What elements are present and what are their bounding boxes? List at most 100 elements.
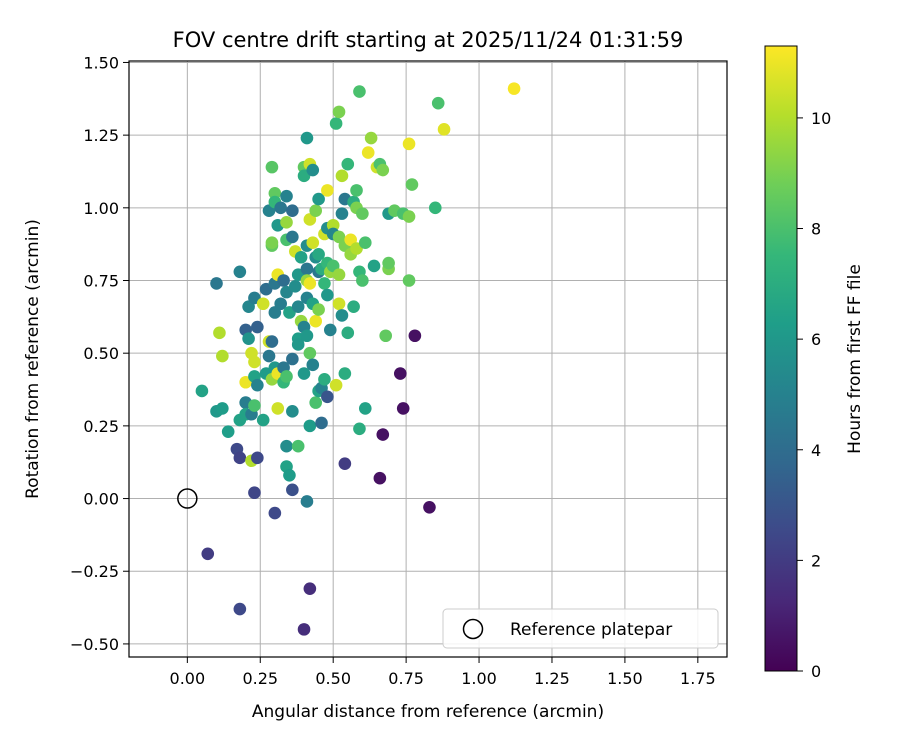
scatter-point-145: [347, 300, 360, 313]
scatter-point-27: [251, 451, 264, 465]
scatter-point-84: [297, 623, 311, 636]
plot-frame: [128, 60, 728, 658]
scatter-point-95: [303, 346, 317, 360]
scatter-point-74: [291, 300, 305, 313]
scatter-point-12: [233, 602, 247, 616]
scatter-point-52: [274, 201, 287, 215]
scatter-point-51: [271, 402, 285, 415]
x-tick-label-3: 0.75: [388, 669, 424, 688]
scatter-points: [195, 82, 521, 636]
scatter-point-22: [248, 355, 261, 369]
scatter-point-99: [306, 236, 320, 250]
x-tick-label-5: 1.25: [534, 669, 570, 688]
y-tick-label-4: 0.50: [83, 344, 119, 363]
scatter-point-128: [329, 117, 343, 130]
colorbar-tick-label-5: 10: [811, 109, 831, 128]
x-axis-ticks: 0.00 0.25 0.50 0.75 1.00 1.25 1.50 1.75: [170, 657, 716, 688]
scatter-point-154: [358, 236, 372, 250]
x-tick-label-2: 0.50: [315, 669, 351, 688]
scatter-point-115: [318, 277, 331, 290]
scatter-point-72: [288, 280, 302, 293]
y-tick-label-5: 0.75: [83, 272, 119, 291]
scatter-point-66: [286, 204, 299, 218]
scatter-point-77: [291, 439, 305, 453]
y-tick-label-3: 0.25: [83, 417, 119, 436]
scatter-point-152: [356, 207, 369, 220]
scatter-point-151: [353, 422, 366, 436]
scatter-point-104: [309, 314, 322, 328]
scatter-point-61: [280, 370, 293, 383]
colorbar: 0 2 4 6 8 10 Hours from first FF file: [764, 45, 865, 681]
y-tick-label-0: −0.50: [70, 635, 119, 654]
scatter-point-26: [248, 486, 261, 500]
scatter-point-105: [309, 396, 322, 409]
scatter-point-162: [376, 163, 390, 177]
grid-lines: [129, 61, 727, 657]
scatter-point-116: [318, 373, 331, 386]
scatter-point-140: [341, 157, 355, 171]
scatter-point-76: [291, 338, 305, 351]
scatter-point-58: [280, 216, 293, 229]
scatter-point-164: [379, 329, 393, 343]
scatter-point-67: [286, 230, 299, 244]
scatter-point-133: [335, 169, 349, 183]
colorbar-label: Hours from first FF file: [845, 264, 865, 454]
scatter-point-83: [297, 367, 311, 380]
y-tick-label-7: 1.25: [83, 126, 119, 145]
scatter-point-39: [265, 236, 279, 250]
scatter-point-97: [303, 582, 317, 595]
scatter-point-141: [341, 326, 355, 340]
colorbar-gradient: [764, 45, 798, 672]
scatter-point-129: [332, 105, 346, 119]
scatter-point-37: [265, 160, 279, 174]
scatter-point-176: [408, 329, 422, 343]
x-tick-label-7: 1.75: [680, 669, 716, 688]
scatter-point-3: [213, 326, 226, 340]
x-tick-label-6: 1.50: [607, 669, 643, 688]
scatter-point-181: [507, 82, 521, 95]
reference-layer: [177, 488, 198, 509]
legend-entry-reference: Reference platepar: [510, 620, 672, 640]
scatter-point-177: [423, 500, 436, 514]
scatter-point-117: [321, 184, 334, 197]
scatter-point-123: [323, 323, 337, 337]
scatter-point-47: [268, 506, 282, 520]
scatter-point-120: [321, 288, 334, 302]
colorbar-tick-label-3: 6: [811, 330, 821, 349]
scatter-point-146: [350, 184, 363, 197]
colorbar-tick-label-2: 4: [811, 441, 821, 460]
scatter-point-68: [286, 352, 299, 366]
scatter-point-69: [286, 405, 299, 418]
scatter-point-131: [332, 268, 346, 281]
colorbar-tick-label-1: 2: [811, 551, 821, 570]
scatter-point-106: [312, 192, 325, 206]
scatter-point-85: [300, 131, 314, 145]
y-axis-label: Rotation from reference (arcmin): [23, 219, 43, 499]
scatter-point-17: [242, 332, 255, 345]
scatter-point-90: [300, 329, 314, 343]
scatter-point-156: [361, 146, 375, 159]
y-tick-label-2: 0.00: [83, 490, 119, 509]
scatter-point-170: [396, 402, 410, 415]
legend-marker-reference: [462, 618, 484, 640]
scatter-point-87: [300, 262, 314, 276]
scatter-point-94: [303, 277, 317, 290]
scatter-point-42: [268, 186, 282, 200]
y-tick-label-1: −0.25: [70, 562, 119, 581]
scatter-point-163: [376, 428, 390, 441]
scatter-point-149: [353, 85, 366, 98]
scatter-point-96: [303, 419, 317, 433]
legend-box: [442, 608, 719, 649]
scatter-point-35: [262, 349, 276, 363]
legend: Reference platepar: [442, 608, 719, 649]
scatter-point-28: [251, 320, 264, 334]
scatter-point-31: [256, 297, 270, 311]
scatter-point-175: [405, 178, 419, 191]
scatter-point-5: [216, 402, 229, 415]
y-tick-label-8: 1.50: [83, 53, 119, 72]
x-tick-label-1: 0.25: [242, 669, 278, 688]
scatter-point-153: [356, 274, 369, 287]
scatter-point-178: [428, 201, 442, 215]
scatter-point-57: [280, 189, 293, 203]
scatter-point-113: [315, 416, 328, 430]
